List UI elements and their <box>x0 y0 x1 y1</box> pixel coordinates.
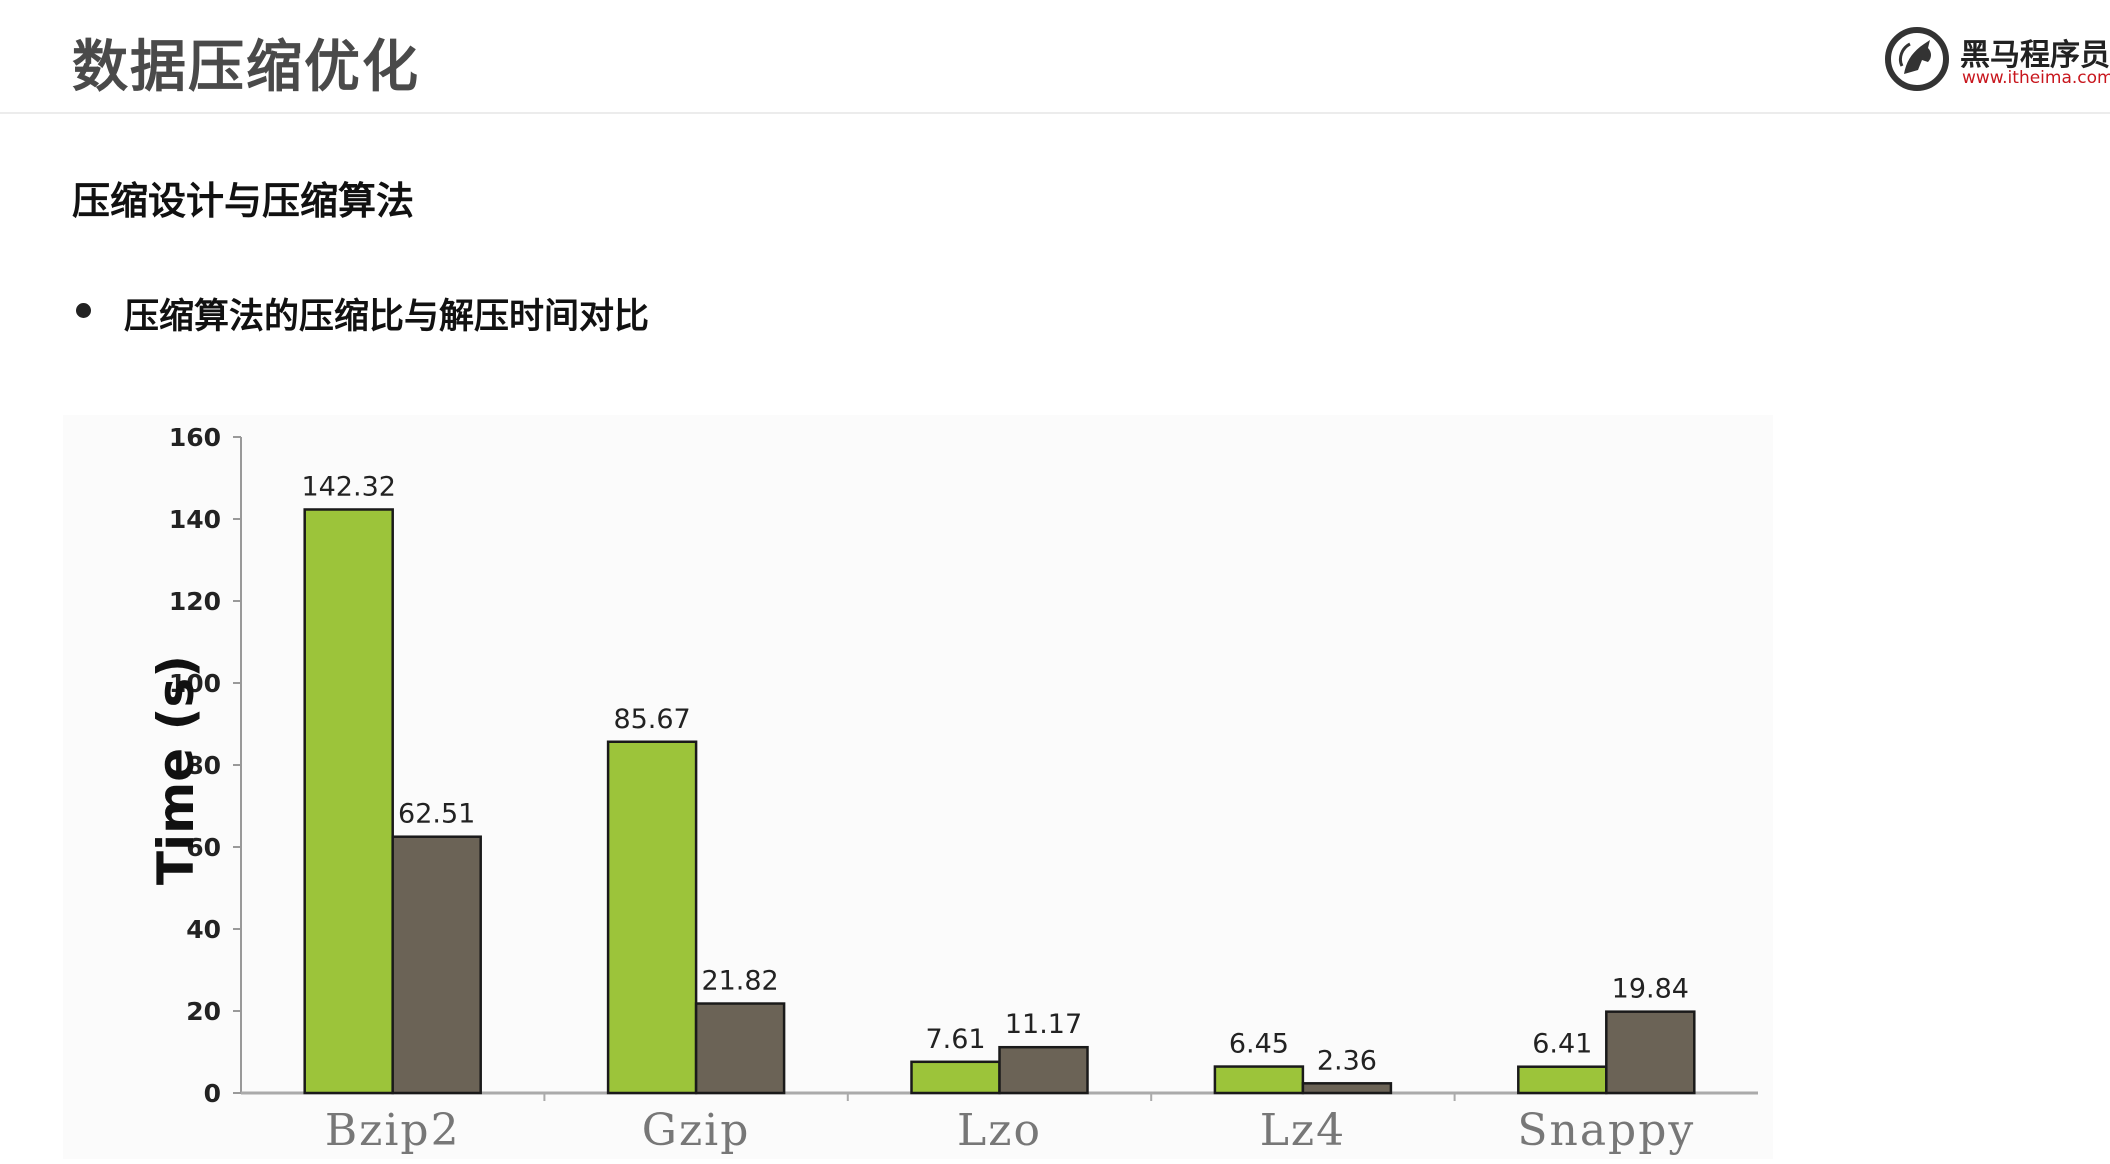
bar-series-2 <box>391 835 482 1095</box>
y-tick-label: 120 <box>169 587 221 616</box>
slide-header: 数据压缩优化 黑马程序员 www.itheima.com <box>0 0 2110 114</box>
bar-value-label: 6.45 <box>1229 1029 1289 1060</box>
y-axis: 0 20 40 60 80 100 120 140 160 <box>169 423 242 1108</box>
bar-value-label: 62.51 <box>398 799 475 830</box>
page-title: 数据压缩优化 <box>72 35 420 100</box>
x-axis: Bzip2 Gzip Lzo Lz4 Snappy <box>241 1091 1758 1156</box>
x-category-label: Lz4 <box>1260 1105 1346 1156</box>
y-tick-label: 160 <box>169 423 221 452</box>
bar-series-2 <box>694 1002 786 1095</box>
logo-name: 黑马程序员 <box>1960 38 2110 73</box>
y-tick-label: 100 <box>169 669 221 698</box>
bullet-text: 压缩算法的压缩比与解压时间对比 <box>124 297 650 337</box>
logo-url: www.itheima.com <box>1962 68 2110 88</box>
x-category-label: Bzip2 <box>325 1105 461 1156</box>
bar-series-2 <box>1605 1010 1696 1095</box>
bar-series-1 <box>606 740 698 1095</box>
bar-series-1 <box>303 508 394 1095</box>
y-tick-label: 40 <box>186 915 221 944</box>
bullet-dot-icon <box>76 303 91 318</box>
chart-panel: 0 20 40 60 80 100 120 140 160 Bzip2 Gzip Lzo Lz4 Sna… <box>63 415 1773 1159</box>
bar-value-label: 2.36 <box>1317 1045 1377 1076</box>
section-heading: 压缩设计与压缩算法 <box>72 179 415 223</box>
bar-value-label: 11.17 <box>1005 1009 1082 1040</box>
bar-series-2 <box>998 1045 1089 1095</box>
bars <box>303 508 1696 1095</box>
y-tick-label: 140 <box>169 505 221 534</box>
bar-value-label: 7.61 <box>925 1024 985 1055</box>
bar-series-1 <box>1517 1065 1608 1095</box>
bar-value-label: 142.32 <box>301 471 395 502</box>
y-tick-label: 20 <box>186 997 221 1026</box>
brand-logo: 黑马程序员 www.itheima.com <box>1884 24 2110 94</box>
value-labels: 142.32 62.51 85.67 21.82 7.61 11.17 6.45 2.36 6.… <box>301 471 1688 1076</box>
x-category-label: Lzo <box>957 1105 1042 1156</box>
x-category-label: Gzip <box>642 1105 751 1156</box>
y-tick-label: 0 <box>204 1079 221 1108</box>
bar-series-1 <box>1213 1065 1305 1095</box>
y-tick-label: 60 <box>186 833 221 862</box>
bar-value-label: 6.41 <box>1532 1029 1592 1060</box>
y-tick-label: 80 <box>186 751 221 780</box>
bar-series-2 <box>1301 1082 1393 1095</box>
bar-value-label: 21.82 <box>701 966 778 997</box>
x-category-label: Snappy <box>1517 1105 1695 1156</box>
bar-series-1 <box>910 1060 1001 1095</box>
bar-chart: 0 20 40 60 80 100 120 140 160 Bzip2 Gzip Lzo Lz4 Sna… <box>147 423 1758 1156</box>
y-axis-title: Time (s) <box>147 655 205 885</box>
horse-logo-icon <box>1885 27 1949 91</box>
bar-value-label: 85.67 <box>613 704 690 735</box>
bar-value-label: 19.84 <box>1612 974 1689 1005</box>
